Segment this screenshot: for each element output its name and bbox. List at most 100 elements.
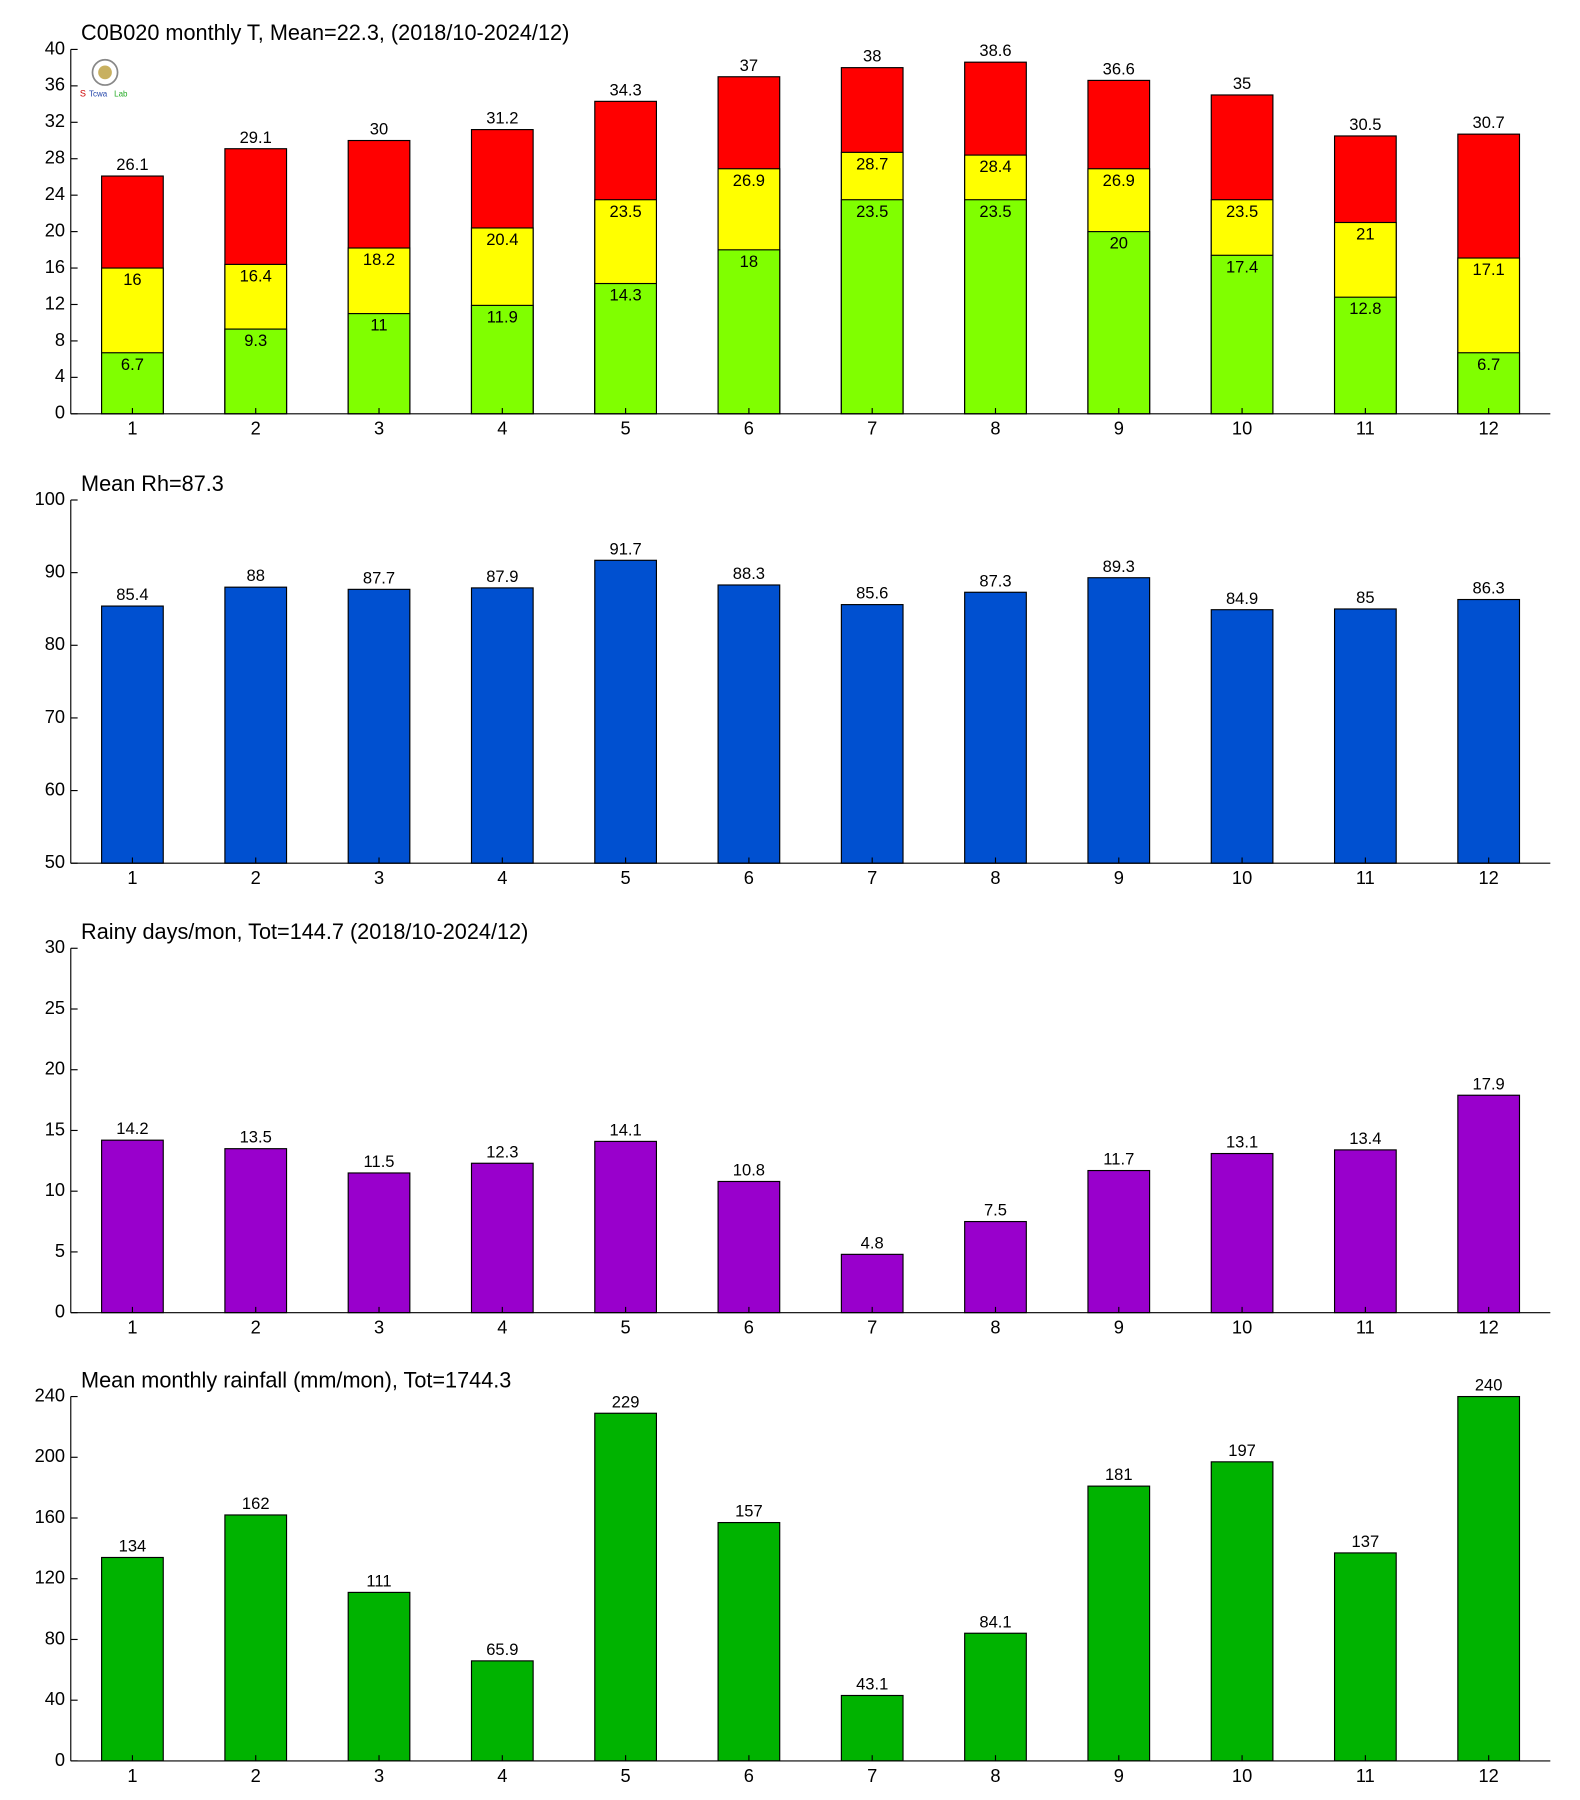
x-tick-label: 10 xyxy=(1232,1317,1252,1338)
bar xyxy=(470,304,534,415)
value-label: 13.5 xyxy=(240,1128,272,1147)
x-tick-label: 4 xyxy=(497,1317,507,1338)
bar xyxy=(470,1660,534,1762)
value-label: 23.5 xyxy=(609,202,641,221)
bar xyxy=(594,282,658,415)
x-tick-label: 12 xyxy=(1479,867,1499,888)
bar xyxy=(717,1180,781,1314)
value-label: 28.7 xyxy=(856,154,888,173)
x-tick-label: 11 xyxy=(1356,1317,1375,1338)
y-tick-label: 100 xyxy=(35,488,65,509)
value-label: 16.4 xyxy=(240,266,272,285)
bar xyxy=(1087,1169,1151,1314)
x-tick-label: 12 xyxy=(1479,418,1499,439)
y-tick-label: 90 xyxy=(45,560,65,581)
value-label: 26.9 xyxy=(1103,171,1135,190)
value-label: 11.9 xyxy=(487,307,518,326)
value-label: 14.1 xyxy=(609,1120,641,1139)
bars xyxy=(101,1094,1521,1314)
value-label: 162 xyxy=(242,1494,270,1513)
value-label: 12.8 xyxy=(1349,299,1381,318)
y-tick-label: 120 xyxy=(35,1567,65,1588)
chart: 13416211165.922915743.184.11811971372401… xyxy=(35,1367,1551,1786)
value-label: 134 xyxy=(119,1536,147,1555)
x-tick-label: 6 xyxy=(744,867,754,888)
value-label: 197 xyxy=(1228,1441,1256,1460)
bar xyxy=(101,1139,164,1314)
bar xyxy=(101,352,164,415)
value-label: 31.2 xyxy=(486,109,518,128)
value-label: 88 xyxy=(247,566,265,585)
chart-title: Mean Rh=87.3 xyxy=(81,471,224,496)
y-tick-label: 28 xyxy=(45,147,65,168)
bar xyxy=(840,199,904,415)
y-tick-label: 40 xyxy=(45,1688,65,1709)
y-tick-label: 24 xyxy=(45,183,65,204)
value-label: 17.1 xyxy=(1473,260,1505,279)
bars xyxy=(101,61,1521,415)
x-tick-label: 3 xyxy=(374,418,384,439)
x-tick-label: 6 xyxy=(744,1317,754,1338)
value-label: 87.7 xyxy=(363,568,395,587)
value-label: 85.6 xyxy=(856,584,888,603)
bar xyxy=(1087,1485,1151,1762)
bar xyxy=(717,249,781,415)
bar xyxy=(717,584,781,864)
bar xyxy=(1087,577,1151,864)
y-tick-label: 60 xyxy=(45,778,65,799)
value-label: 20 xyxy=(1110,234,1128,253)
value-label: 29.1 xyxy=(240,128,272,147)
bar xyxy=(1210,1461,1274,1762)
value-label: 4.8 xyxy=(861,1233,884,1252)
bar xyxy=(1210,254,1274,415)
value-label: 36.6 xyxy=(1103,59,1135,78)
svg-text:S: S xyxy=(80,89,86,99)
value-label: 88.3 xyxy=(733,564,765,583)
bar xyxy=(224,1148,288,1314)
value-label: 85.4 xyxy=(116,585,148,604)
y-tick-label: 10 xyxy=(45,1179,65,1200)
x-tick-label: 8 xyxy=(990,1317,1000,1338)
value-label: 9.3 xyxy=(244,331,267,350)
x-tick-label: 10 xyxy=(1232,418,1252,439)
x-tick-label: 5 xyxy=(621,1317,631,1338)
y-tick-label: 4 xyxy=(55,365,65,386)
y-tick-label: 20 xyxy=(45,1058,65,1079)
value-label: 84.1 xyxy=(979,1612,1011,1631)
y-tick-label: 80 xyxy=(45,1627,65,1648)
y-tick-label: 30 xyxy=(45,936,65,957)
y-tick-label: 70 xyxy=(45,706,65,727)
value-label: 18.2 xyxy=(363,250,395,269)
y-tick-label: 0 xyxy=(55,402,65,423)
value-label: 21 xyxy=(1356,224,1374,243)
bar xyxy=(1457,1094,1521,1314)
chart: 85.488 87.7 87.991.788.385.687.389.384.9 85… xyxy=(35,471,1551,888)
bar xyxy=(101,605,164,864)
y-tick-label: 40 xyxy=(45,37,65,58)
x-tick-label: 3 xyxy=(374,1765,384,1786)
bar xyxy=(964,1220,1027,1314)
value-label: 86.3 xyxy=(1473,579,1505,598)
labels: 85.4 88 87.7 87.9 91.7 88.3 85.6 87.3 89.3 84.9 85… xyxy=(116,539,1504,607)
value-label: 26.9 xyxy=(733,171,765,190)
value-label: 23.5 xyxy=(979,202,1011,221)
bar xyxy=(347,1591,411,1762)
value-label: 6.7 xyxy=(121,355,144,374)
value-label: 87.3 xyxy=(979,571,1011,590)
bar xyxy=(840,1694,904,1762)
bars xyxy=(101,559,1521,864)
value-label: 38 xyxy=(863,47,881,66)
x-tick-label: 11 xyxy=(1356,418,1375,439)
value-label: 240 xyxy=(1475,1376,1503,1395)
value-label: 14.2 xyxy=(116,1119,148,1138)
bar xyxy=(840,1253,904,1314)
y-tick-label: 240 xyxy=(35,1384,65,1405)
x-tick-label: 7 xyxy=(867,418,877,439)
bar xyxy=(964,591,1027,864)
y-tick-label: 20 xyxy=(45,219,65,240)
x-tick-label: 5 xyxy=(621,418,631,439)
chart-title: C0B020 monthly T, Mean=22.3, (2018/10-20… xyxy=(81,20,569,45)
x-tick-label: 12 xyxy=(1479,1317,1499,1338)
value-label: 89.3 xyxy=(1103,557,1135,576)
y-tick-label: 32 xyxy=(45,110,65,131)
